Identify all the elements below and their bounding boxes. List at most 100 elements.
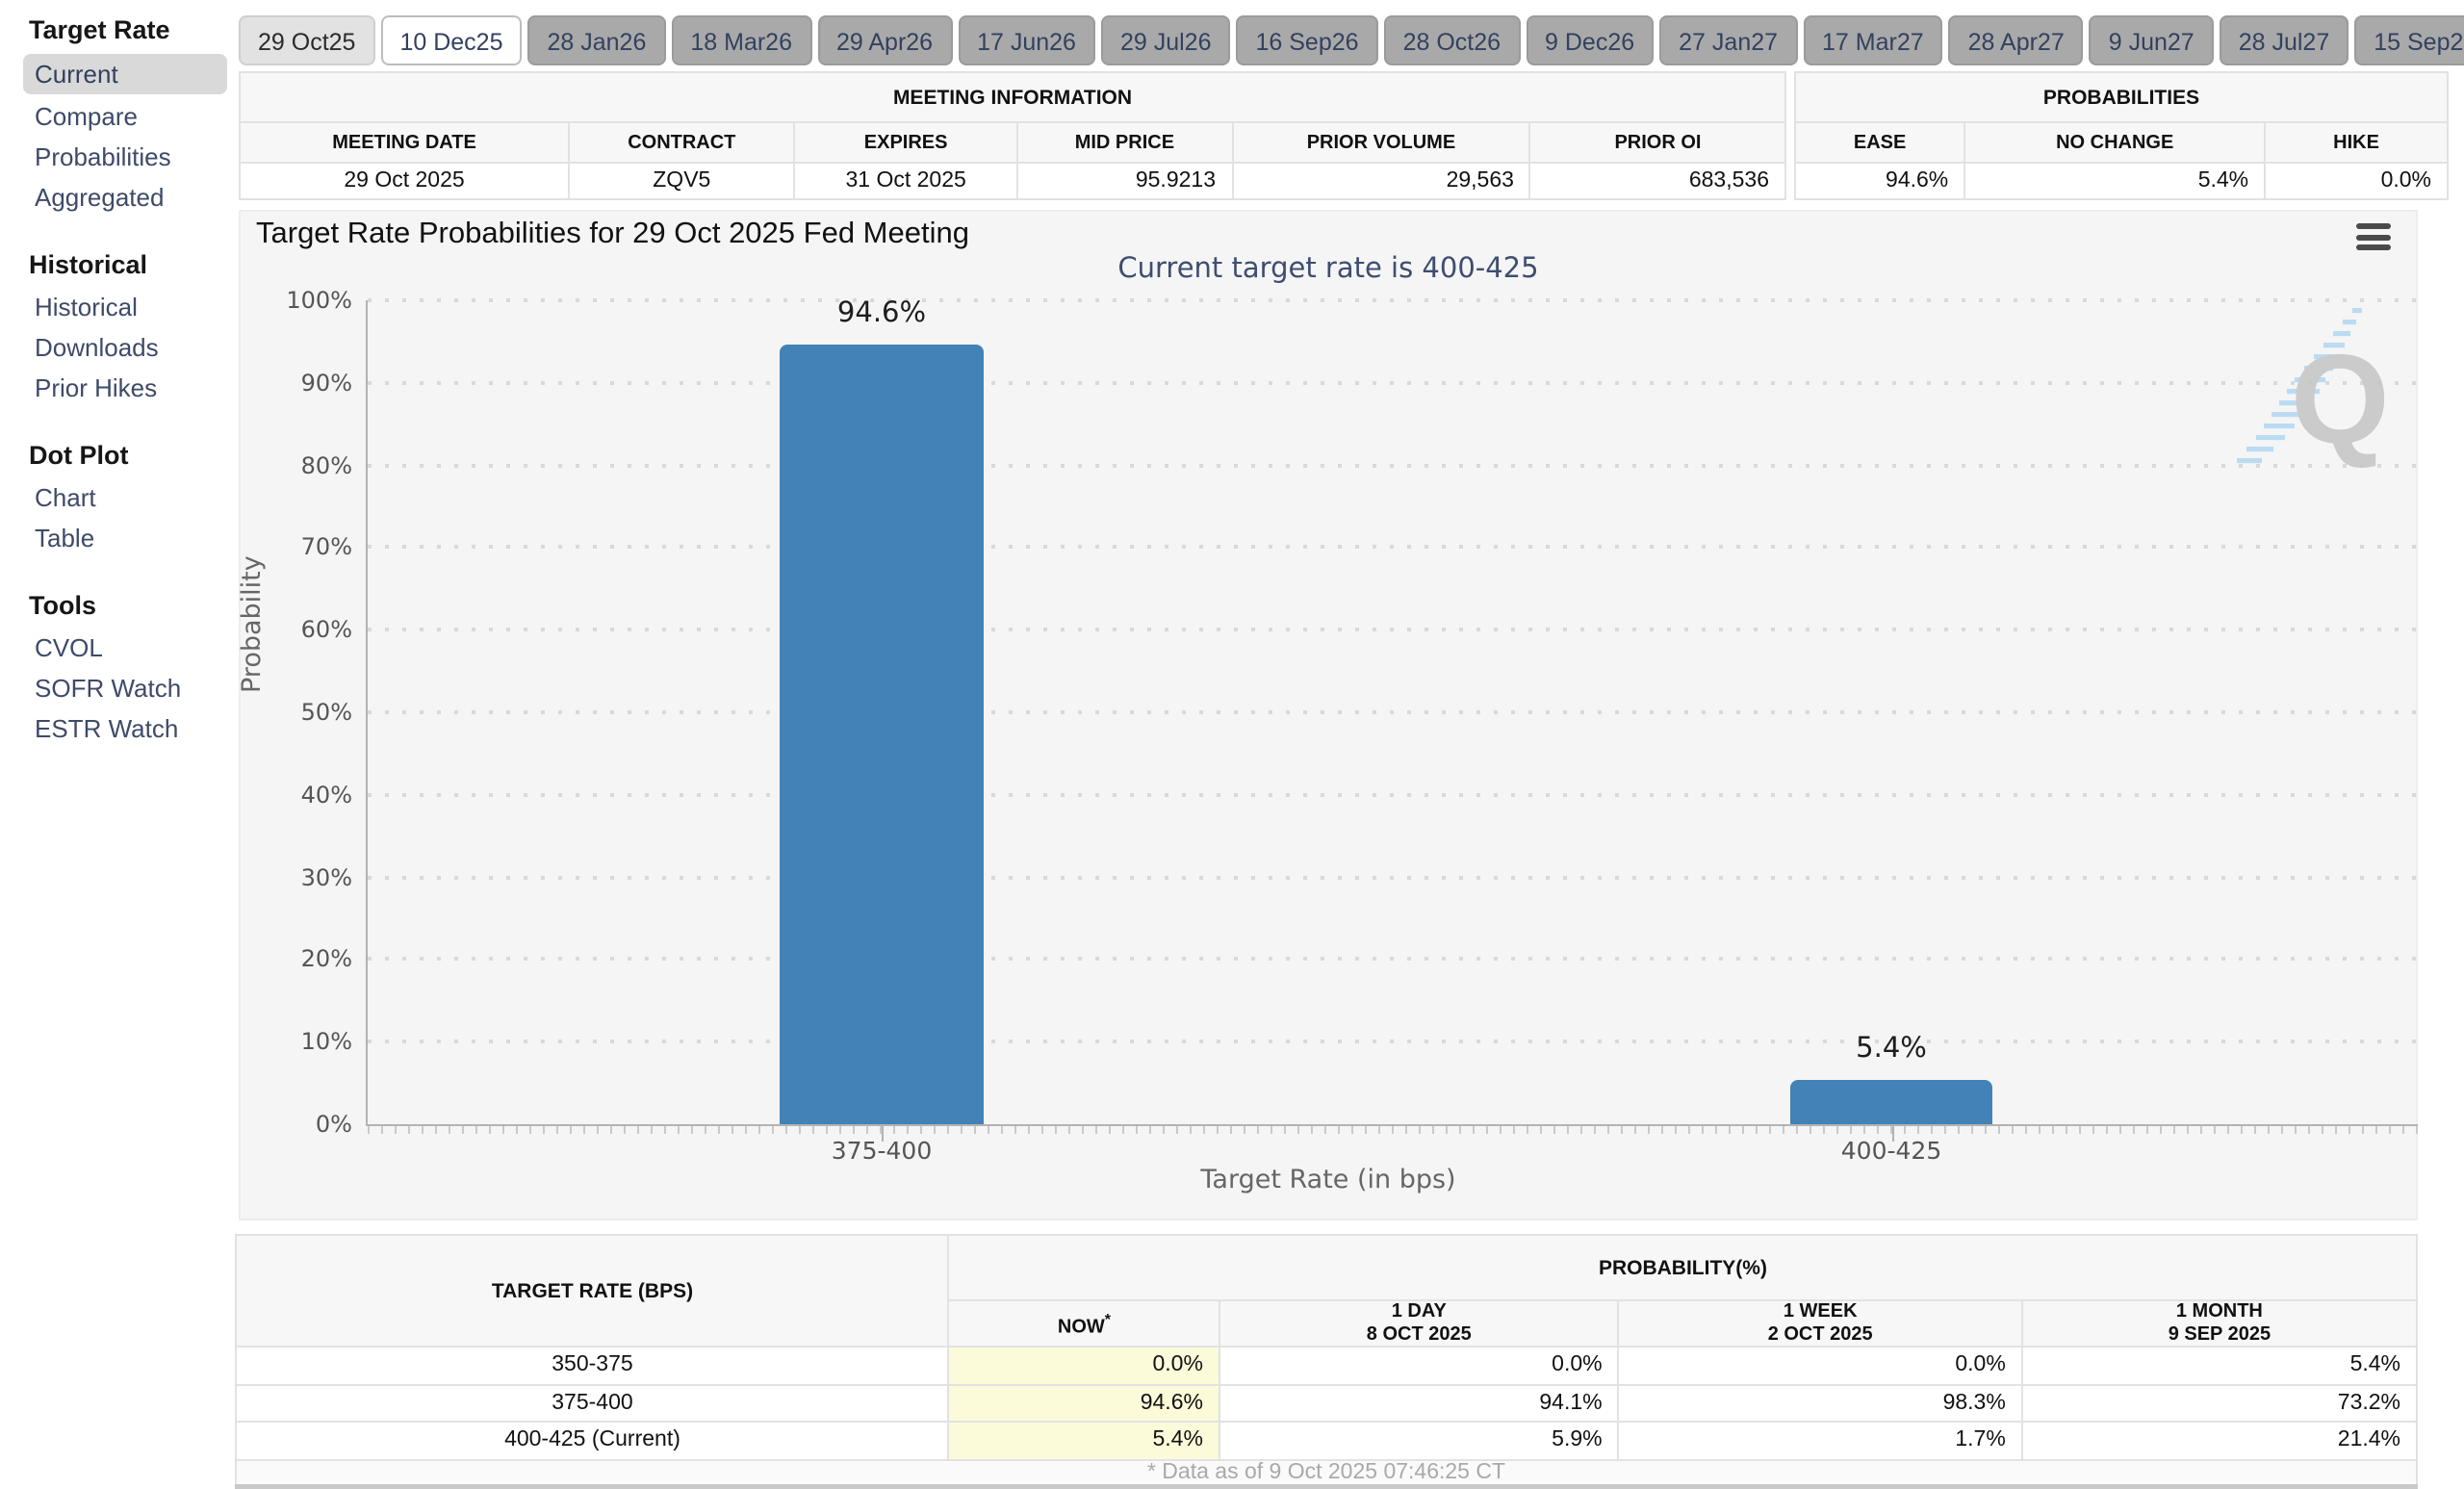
prior-volume-value: 29,563 [1231,162,1531,200]
tab-17-mar27[interactable]: 17 Mar27 [1803,15,1943,65]
tab-28-jan26[interactable]: 28 Jan26 [527,15,666,65]
col-header-meeting-date: MEETING DATE [238,121,571,164]
chart-menu-icon[interactable] [2356,223,2391,252]
bar-value-label: 5.4% [1856,1033,1927,1065]
week-cell: 1.7% [1617,1421,2023,1460]
gridline [368,710,2418,714]
y-tick-label: 60% [300,616,352,644]
sidebar-item-historical[interactable]: Historical [35,293,138,321]
col-header-1-month: 1 MONTH 9 SEP 2025 [2020,1299,2419,1348]
sidebar-item-aggregated[interactable]: Aggregated [35,183,165,212]
sidebar-item-dot-plot-table[interactable]: Table [35,524,95,552]
sidebar-item-compare[interactable]: Compare [35,102,138,131]
rate-range-cell: 375-400 [234,1383,950,1423]
sidebar-item-current[interactable]: Current [23,54,227,94]
quikstrike-q-watermark: Q [2237,308,2390,470]
gridline [368,545,2418,550]
sidebar-section-title: Tools [29,591,96,620]
tab-15-sep27[interactable]: 15 Sep27 [2354,15,2464,65]
now-asterisk: * [1104,1310,1112,1328]
sidebar-item-downloads[interactable]: Downloads [35,333,159,362]
tab-9-jun27[interactable]: 9 Jun27 [2089,15,2214,65]
sidebar-item-sofr-watch[interactable]: SOFR Watch [35,674,182,703]
sidebar-section-dot-plot: Dot Plot Chart Table [0,433,235,558]
chart-subtitle: Current target rate is 400-425 [1117,254,1539,285]
meeting-information-table: MEETING INFORMATION MEETING DATE CONTRAC… [238,71,1786,200]
table-row: 375-400 94.6% 94.1% 98.3% 73.2% [234,1383,2419,1423]
gridline [368,1040,2418,1044]
contract-value: ZQV5 [568,162,796,200]
expires-value: 31 Oct 2025 [793,162,1018,200]
sidebar-section-title: Historical [29,250,148,279]
col-header-mid-price: MID PRICE [1015,121,1233,164]
col-header-prior-oi: PRIOR OI [1528,121,1786,164]
tab-28-oct26[interactable]: 28 Oct26 [1383,15,1521,65]
prior-oi-value: 683,536 [1528,162,1786,200]
tab-29-jul26[interactable]: 29 Jul26 [1100,15,1231,65]
y-tick-label: 50% [300,699,352,726]
col-header-prior-volume: PRIOR VOLUME [1231,121,1531,164]
tab-28-jul27[interactable]: 28 Jul27 [2219,15,2349,65]
meeting-information-title: MEETING INFORMATION [239,71,1786,123]
sidebar-item-prior-hikes[interactable]: Prior Hikes [35,373,158,402]
col-header-expires: EXPIRES [793,121,1018,164]
table-row: 350-375 0.0% 0.0% 0.0% 5.4% [234,1346,2419,1385]
tab-9-dec26[interactable]: 9 Dec26 [1526,15,1655,65]
chart-bar [1790,1079,1992,1124]
chart-title: Target Rate Probabilities for 29 Oct 202… [256,218,969,250]
chart-panel: Target Rate Probabilities for 29 Oct 202… [237,210,2418,1220]
no-change-value: 5.4% [1964,162,2267,200]
week-cell: 98.3% [1617,1383,2023,1423]
sidebar-item-dot-plot-chart[interactable]: Chart [35,483,96,512]
x-axis-label: Target Rate (in bps) [1200,1165,1456,1195]
now-cell: 0.0% [947,1346,1220,1385]
svg-text:Q: Q [2291,328,2390,470]
tab-29-apr26[interactable]: 29 Apr26 [817,15,953,65]
tab-27-jan27[interactable]: 27 Jan27 [1659,15,1798,65]
ease-value: 94.6% [1793,162,1966,200]
week-cell: 0.0% [1617,1346,2023,1385]
col-header-ease: EASE [1793,121,1966,164]
day-cell: 5.9% [1218,1421,1620,1460]
y-axis-label: Probability [237,555,268,693]
sidebar-item-estr-watch[interactable]: ESTR Watch [35,714,179,743]
tab-28-apr27[interactable]: 28 Apr27 [1948,15,2084,65]
tab-16-sep26[interactable]: 16 Sep26 [1236,15,1378,65]
tab-18-mar26[interactable]: 18 Mar26 [671,15,811,65]
sidebar-section-tools: Tools CVOL SOFR Watch ESTR Watch [0,583,235,749]
gridline [368,957,2418,962]
meeting-date-tabs: 29 Oct25 10 Dec25 28 Jan26 18 Mar26 29 A… [239,15,2464,65]
col-header-contract: CONTRACT [568,121,796,164]
tab-29-oct25[interactable]: 29 Oct25 [239,15,375,65]
tab-17-jun26[interactable]: 17 Jun26 [958,15,1095,65]
col-header-target-rate-bps: TARGET RATE (BPS) [234,1234,950,1348]
tab-10-dec25[interactable]: 10 Dec25 [380,15,523,65]
data-as-of-note: * Data as of 9 Oct 2025 07:46:25 CT [235,1458,2418,1487]
gridline [368,380,2418,385]
day-cell: 0.0% [1218,1346,1620,1385]
gridline [368,875,2418,880]
gridline [368,463,2418,468]
gridline [368,628,2418,632]
probability-history-table: TARGET RATE (BPS) PROBABILITY(%) NOW* 1 … [234,1234,2419,1489]
col-header-1-week: 1 WEEK 2 OCT 2025 [1617,1299,2023,1348]
sidebar-item-cvol[interactable]: CVOL [35,633,103,662]
month-cell: 5.4% [2020,1346,2419,1385]
month-cell: 73.2% [2020,1383,2419,1423]
table-footer-row: * Data as of 9 Oct 2025 07:46:25 CT [235,1458,2418,1487]
x-major-tick [882,1126,884,1142]
x-major-tick [1891,1126,1893,1142]
now-cell: 94.6% [947,1383,1220,1423]
day-cell: 94.1% [1218,1383,1620,1423]
sidebar-section-target-rate: Target Rate Current Compare Probabilitie… [0,8,235,218]
sidebar-section-title: Target Rate [29,15,170,44]
rate-range-cell: 400-425 (Current) [234,1421,950,1460]
sidebar-item-probabilities[interactable]: Probabilities [35,142,171,171]
sidebar-section-historical: Historical Historical Downloads Prior Hi… [0,243,235,408]
table-row: 400-425 (Current) 5.4% 5.9% 1.7% 21.4% [234,1421,2419,1460]
month-cell: 21.4% [2020,1421,2419,1460]
bar-value-label: 94.6% [836,298,927,330]
y-tick-label: 90% [300,369,352,397]
chart-bar [780,345,984,1124]
